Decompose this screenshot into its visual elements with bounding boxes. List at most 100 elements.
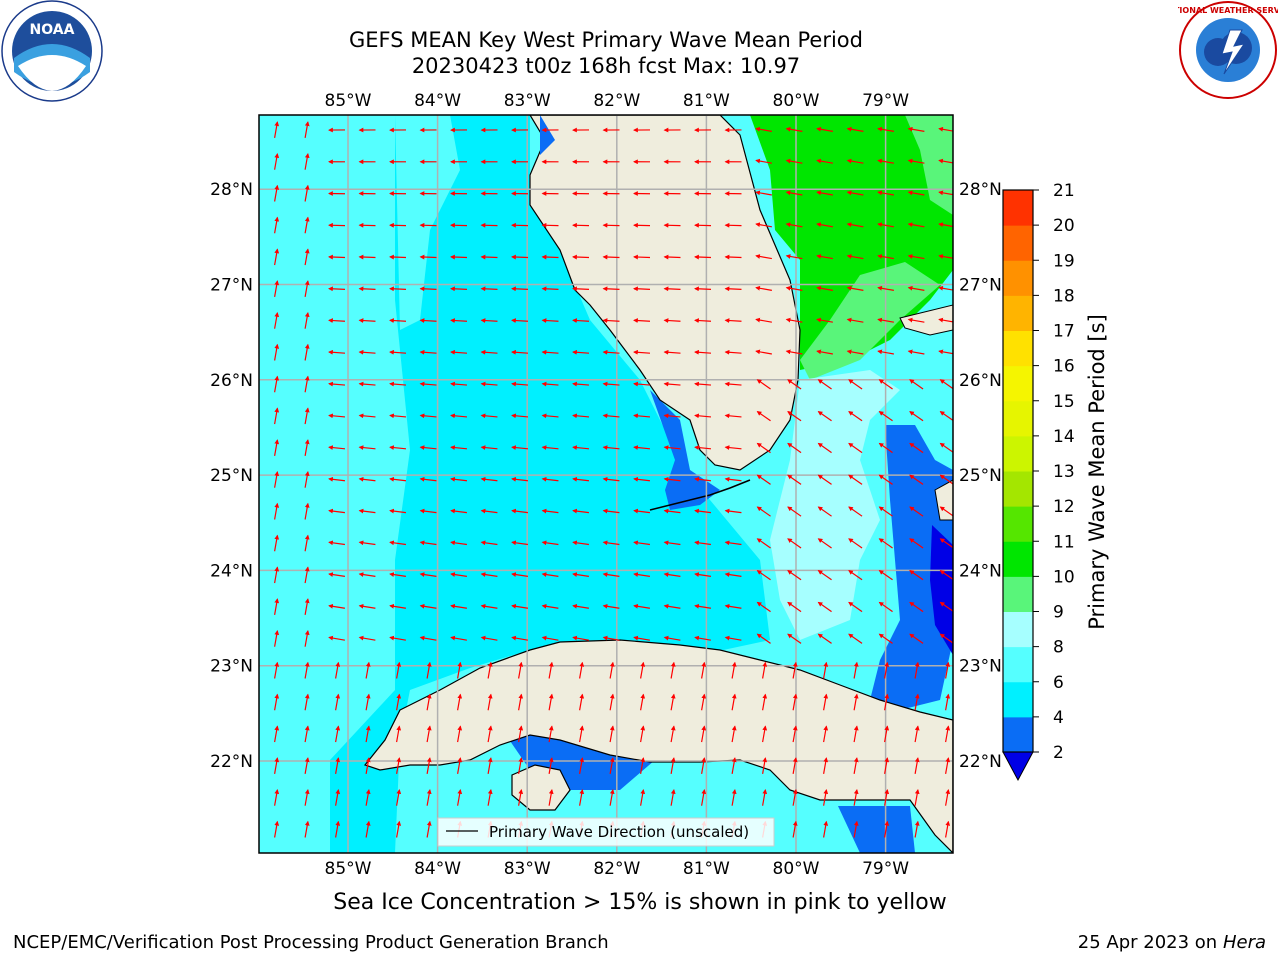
wave-arrow [755, 285, 772, 291]
wave-arrow [304, 566, 310, 584]
wave-arrow [304, 534, 310, 552]
wave-arrow [663, 635, 681, 641]
wave-arrow [457, 693, 463, 711]
lon-label-top: 79°W [862, 91, 909, 111]
wave-arrow [541, 572, 559, 577]
wave-arrow [848, 570, 863, 581]
wave-arrow [511, 318, 529, 323]
wave-arrow [304, 502, 310, 520]
wave-arrow [480, 635, 498, 641]
wave-arrow [480, 572, 498, 577]
wave-arrow [939, 474, 953, 485]
lon-label-top: 82°W [593, 91, 640, 111]
lat-label-right: 22°N [959, 752, 1002, 772]
colorbar-segment [1003, 611, 1033, 648]
lon-label-bottom: 84°W [414, 859, 461, 879]
wave-arrow [487, 693, 493, 711]
wave-arrow [274, 788, 280, 806]
colorbar-segment [1003, 330, 1033, 367]
wave-arrow [755, 349, 772, 355]
wave-arrow [328, 635, 345, 641]
colorbar-segment [1003, 716, 1033, 753]
wave-arrow [358, 603, 376, 609]
lat-label-left: 24°N [210, 561, 253, 581]
wave-arrow [450, 254, 468, 260]
wave-arrow [633, 349, 651, 355]
wave-arrow [756, 474, 771, 485]
wave-arrow [579, 693, 585, 711]
wave-arrow [848, 379, 863, 390]
wave-arrow [792, 757, 798, 774]
wave-arrow [884, 725, 890, 743]
wave-arrow [419, 318, 437, 323]
wave-arrow [816, 158, 833, 164]
wave-arrow [358, 508, 376, 514]
wave-arrow [274, 407, 280, 425]
wave-arrow [419, 445, 437, 450]
wave-arrow [787, 538, 802, 549]
wave-arrow [694, 540, 712, 546]
wave-arrow [633, 286, 651, 292]
wave-arrow [823, 820, 829, 838]
wave-arrow [304, 439, 310, 456]
wave-arrow [787, 570, 802, 581]
wave-arrow [756, 442, 771, 454]
wave-arrow [541, 349, 559, 355]
wave-arrow [914, 820, 920, 838]
wave-arrow [480, 508, 498, 514]
colorbar-tick-label: 19 [1053, 251, 1075, 271]
footer-credit: NCEP/EMC/Verification Post Processing Pr… [13, 932, 609, 953]
wave-arrow [816, 349, 833, 355]
wave-arrow [389, 635, 406, 641]
wave-arrow [853, 757, 859, 774]
wave-arrow [426, 725, 432, 743]
wave-arrow [358, 286, 376, 292]
wave-arrow [358, 254, 376, 260]
wave-arrow [670, 757, 676, 774]
wave-arrow [694, 318, 712, 323]
wave-arrow [572, 508, 590, 514]
wave-arrow [457, 757, 463, 774]
wave-arrow [304, 216, 310, 234]
wave-arrow [480, 286, 498, 292]
wave-arrow [701, 693, 707, 711]
wave-arrow [907, 222, 925, 228]
wave-arrow [787, 379, 802, 390]
lat-label-right: 28°N [959, 180, 1002, 200]
wave-arrow [663, 508, 681, 514]
wave-arrow [755, 222, 772, 228]
wave-arrow [787, 442, 802, 454]
wave-arrow [487, 661, 493, 679]
wave-arrow [787, 601, 802, 613]
wave-arrow [884, 820, 890, 838]
colorbar-segment [1003, 190, 1033, 226]
florida-land [529, 115, 801, 471]
wave-arrow [877, 158, 894, 164]
wave-arrow [756, 570, 771, 581]
colorbar-segment [1003, 576, 1033, 612]
lon-label-bottom: 82°W [593, 859, 640, 879]
wave-arrow [939, 506, 953, 517]
wave-arrow [450, 476, 468, 482]
wave-arrow [663, 476, 681, 482]
wave-arrow [694, 413, 712, 419]
colorbar-tick-label: 18 [1053, 286, 1075, 306]
colorbar-segment [1003, 681, 1033, 718]
noaa-logo: NOAA [1, 0, 103, 102]
wave-arrow [640, 757, 646, 774]
wave-arrow [724, 349, 742, 355]
wave-arrow [579, 852, 585, 853]
wave-arrow [939, 442, 953, 453]
wave-arrow [609, 693, 615, 711]
wave-arrow [304, 629, 310, 647]
wave-arrow [511, 635, 528, 641]
colorbar-tick-label: 4 [1053, 708, 1064, 728]
wave-arrow [541, 508, 559, 514]
wave-arrow [480, 476, 498, 482]
wave-arrow [335, 820, 341, 838]
wave-arrow [274, 566, 280, 584]
colorbar-tick-label: 11 [1053, 532, 1075, 552]
wave-arrow [419, 540, 437, 546]
wave-arrow [328, 254, 346, 260]
